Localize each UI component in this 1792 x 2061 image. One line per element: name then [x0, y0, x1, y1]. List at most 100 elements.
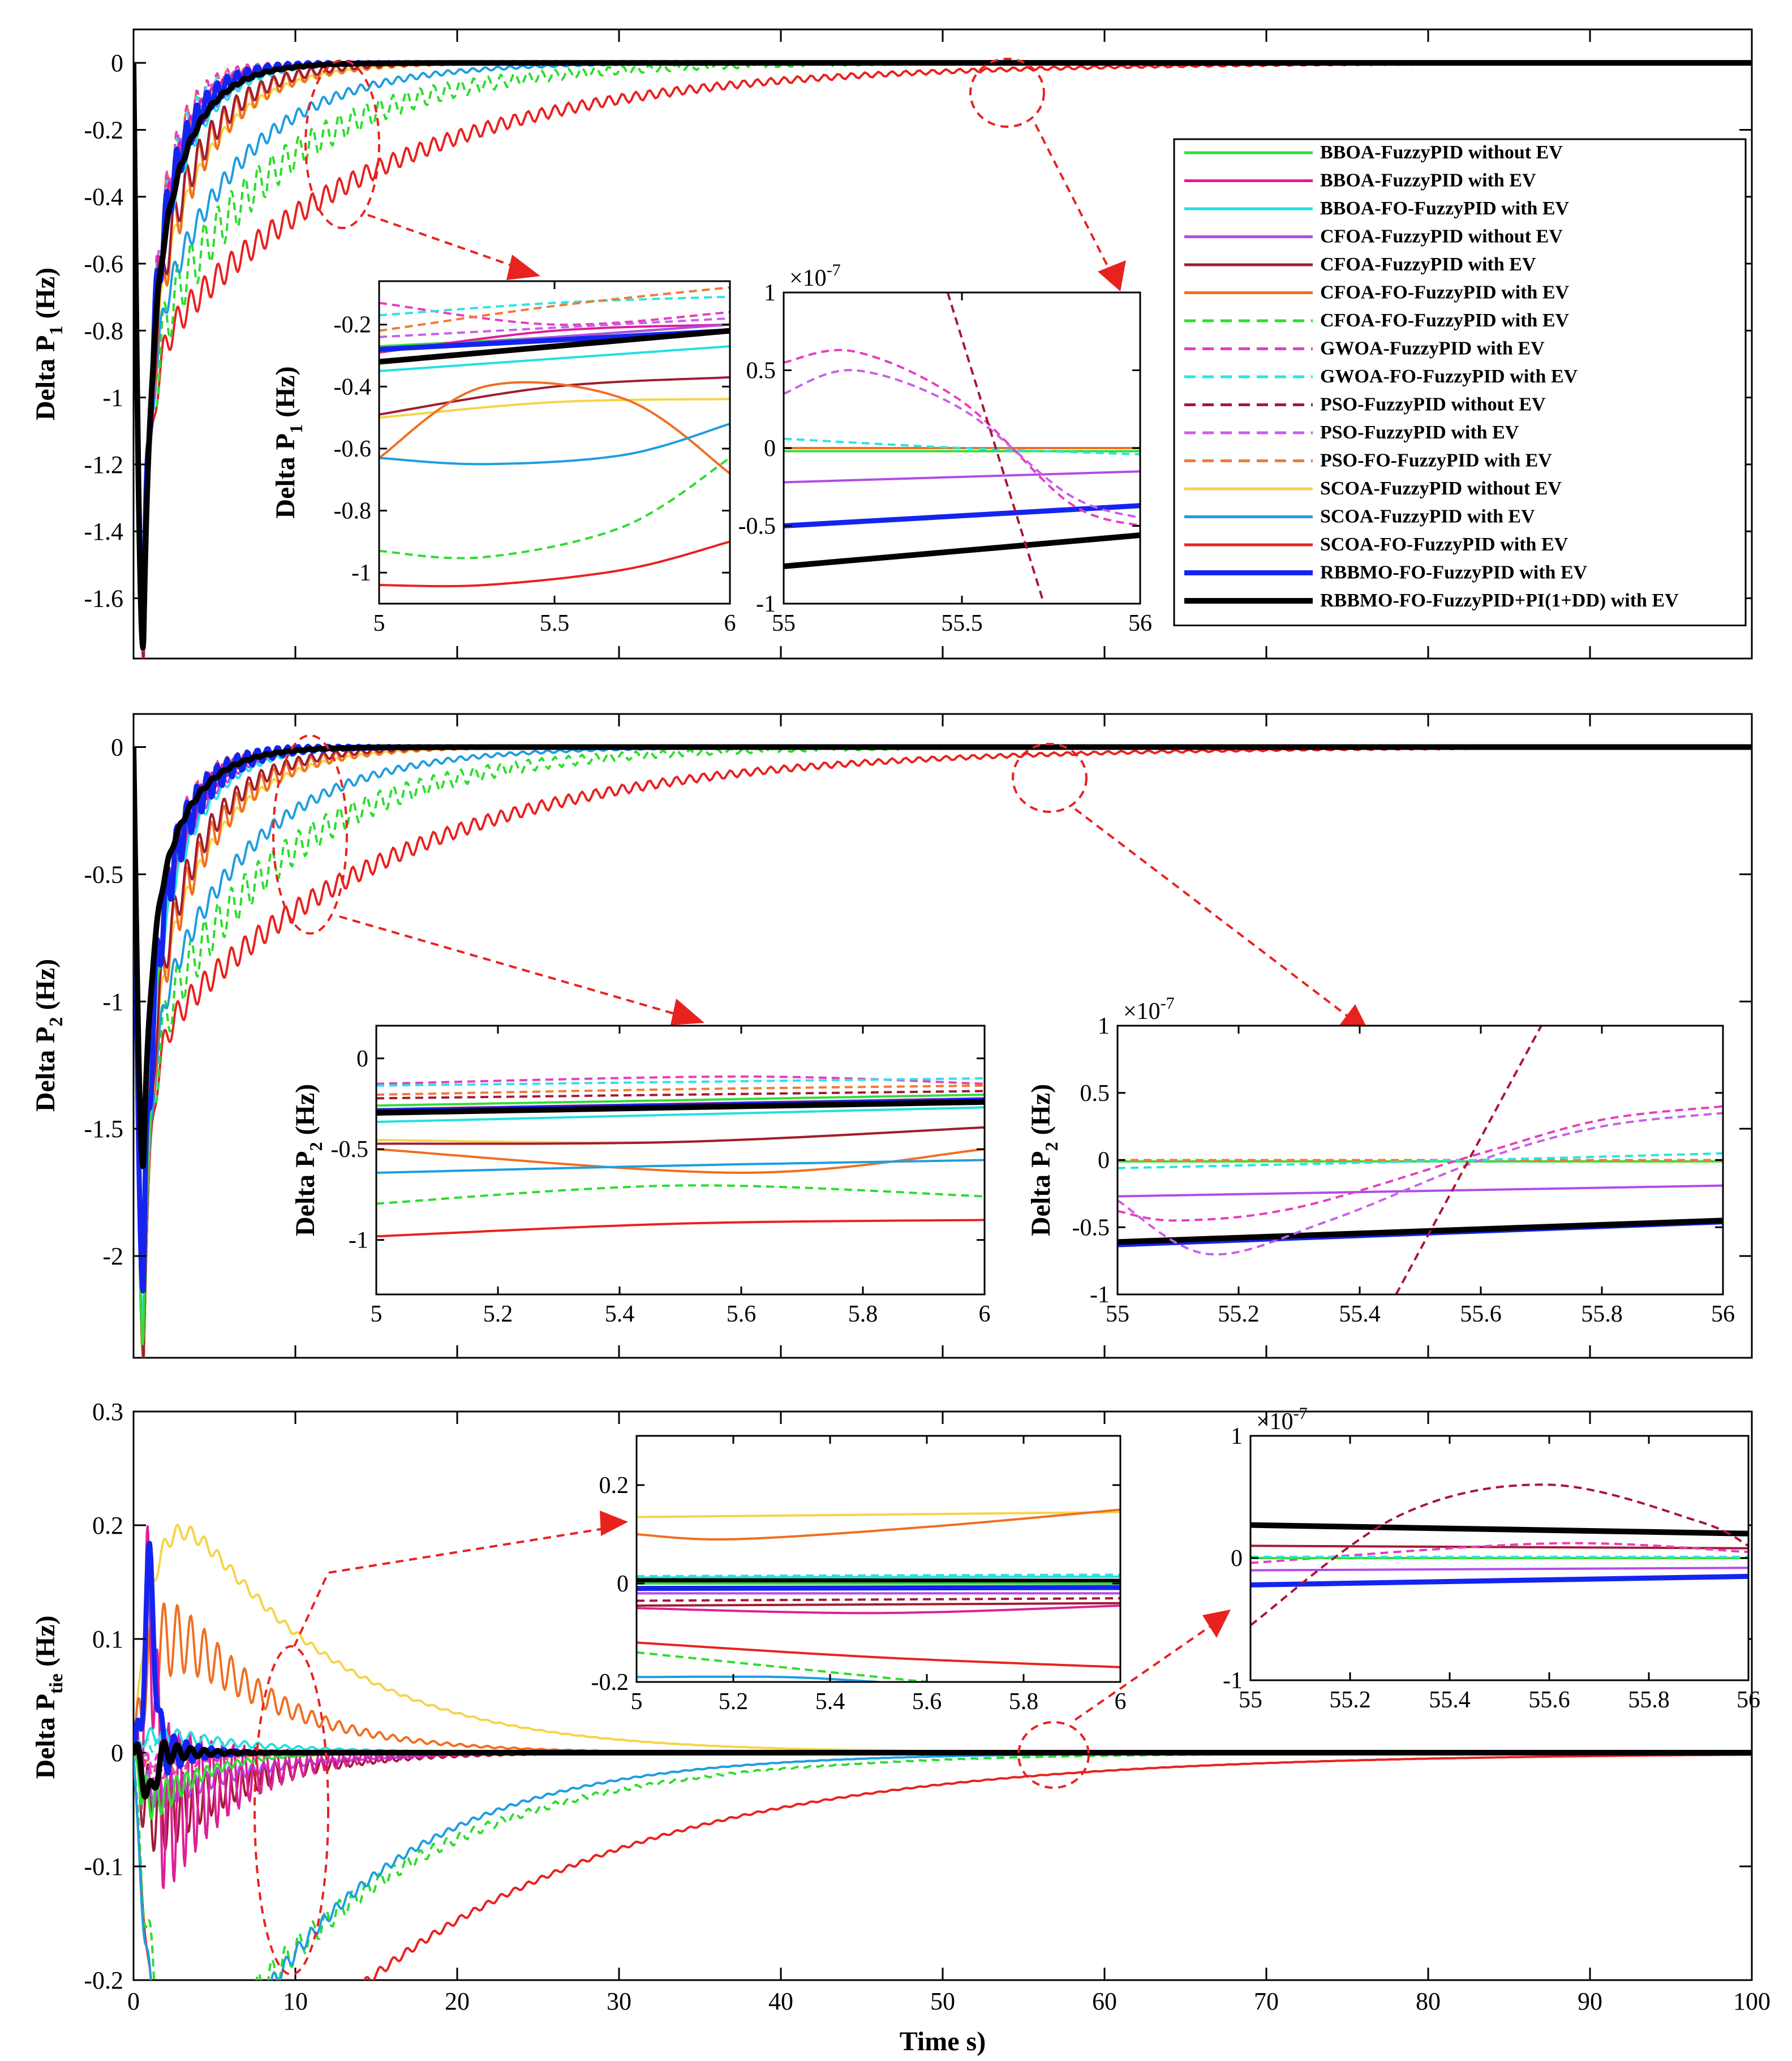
inset-lines [379, 286, 730, 588]
panel1-inset-5-6: 5 5.5 6 -0.2 -0.4 -0.6 -0.8 -1 Delta P1 (Hz) [270, 280, 736, 636]
inset-line-cfoa_pid_ev [376, 1126, 985, 1145]
inset-y-tick-label: -0.5 [331, 1137, 369, 1163]
panel3-y-ticks: 0.3 0.2 0.1 0 -0.1 -0.2 [84, 1398, 1752, 1994]
legend-label-scoa_pid_noev: SCOA-FuzzyPID without EV [1320, 478, 1562, 499]
inset-line-gwoa_fo_ev [379, 295, 730, 317]
x-tick-label: 80 [1416, 1987, 1441, 2015]
inset-x-tick-label: 56 [1711, 1301, 1735, 1327]
inset-line-cfoa_fo_pid_ev [379, 381, 730, 475]
inset-line-cfoa_pid_noev [1118, 1184, 1723, 1198]
x-axis-label: Time s) [900, 2026, 986, 2056]
panel2-y-ticks: 0 -0.5 -1 -1.5 -2 [84, 714, 1753, 1358]
inset-line-cfoa_pid_noev [784, 470, 1140, 484]
x-tick-label: 10 [283, 1987, 308, 2015]
panel1-zoom-ellipse-right [969, 58, 1045, 128]
inset-x-tick-label: 5.8 [1009, 1689, 1039, 1715]
inset-x-tick-label: 56 [1128, 610, 1152, 636]
panel1-arrow-left [367, 214, 530, 273]
inset-line-rbbmo_pi_ev [379, 328, 730, 365]
y-tick-label: -0.8 [84, 317, 123, 345]
inset-line-cfoa_fo_dash_ev [379, 457, 730, 560]
legend-label-cfoa_fo_pid_ev: CFOA-FO-FuzzyPID with EV [1320, 282, 1570, 303]
inset-lines [376, 1075, 985, 1238]
x-tick-label: 50 [930, 1987, 955, 2015]
inset-x-tick-label: 5.8 [848, 1301, 878, 1327]
x-tick-label: 0 [127, 1987, 140, 2015]
inset-line-bboa_pid_noev [376, 1094, 985, 1107]
inset-line-gwoa_pid_ev [784, 348, 1140, 527]
inset-exponent-label: ×10-7 [789, 261, 841, 291]
panel-delta-ptie: 0.30.20.10-0.1-0.2 0 10 20 30 40 50 60 70 80 90 10… [31, 1398, 1770, 2056]
inset-line-cfoa_pid_noev [1250, 1567, 1748, 1572]
inset-line-pso_pid_noev [1395, 1026, 1542, 1294]
legend-label-rbbmo_fo_ev: RBBMO-FO-FuzzyPID with EV [1320, 562, 1588, 583]
inset-line-bboa_fo_ev [637, 1575, 1120, 1579]
panel3-zoom-ellipse-left [253, 1645, 329, 1976]
inset-line-scoa_pid_noev [379, 398, 730, 419]
y-tick-label: -1 [102, 384, 123, 412]
panel3-annotations [253, 1526, 1223, 1976]
inset-x-tick-label: 5 [631, 1689, 643, 1715]
inset-x-tick-label: 55.6 [1528, 1687, 1570, 1713]
inset-background [376, 1026, 985, 1294]
panel2-arrow-right [1074, 808, 1359, 1025]
inset-y-tick-label: -1 [349, 1228, 368, 1254]
y-tick-label: 0.1 [92, 1625, 123, 1653]
y-tick-label: -2 [102, 1242, 123, 1270]
legend-label-pso_fo_ev: PSO-FO-FuzzyPID with EV [1320, 450, 1552, 471]
inset-y-tick-label: 0.5 [746, 358, 776, 384]
inset-y-tick-label: -1 [1090, 1282, 1110, 1308]
inset-y-tick-label: 0 [764, 436, 776, 462]
panel2-annotations [272, 734, 1359, 1025]
inset-x-tick-label: 55 [1106, 1301, 1129, 1327]
inset-line-rbbmo_pi_ev [637, 1578, 1120, 1585]
inset-y-tick-label: -0.2 [591, 1670, 629, 1696]
panel1-y-label: Delta P1 (Hz) [31, 268, 67, 420]
inset-line-pso_pid_noev [946, 292, 1045, 604]
inset-x-tick-label: 5.4 [815, 1689, 845, 1715]
inset-x-tick-label: 5 [371, 1301, 383, 1327]
inset-line-pso_pid_noev [637, 1597, 1120, 1602]
inset-y-label: Delta P1 (Hz) [270, 366, 306, 518]
panel3-inset-5-6: 5 5.2 5.4 5.6 5.8 6 0.2 0 -0.2 [591, 1435, 1127, 1715]
inset-y-tick-label: -0.6 [334, 436, 372, 462]
inset-line-cfoa_pid_ev [637, 1602, 1120, 1607]
inset-line-gwoa_fo_ev [784, 437, 1140, 455]
inset-lines [637, 1508, 1120, 1682]
inset-line-gwoa_pid_ev [379, 302, 730, 326]
legend-label-scoa_fo_ev: SCOA-FO-FuzzyPID with EV [1320, 534, 1568, 555]
y-tick-label: -0.1 [84, 1853, 123, 1881]
panel3-x-ticks: 0 10 20 30 40 50 60 70 80 90 100 [127, 1412, 1770, 2015]
panel3-y-label: Delta Ptie (Hz) [31, 1615, 67, 1779]
y-tick-label: 0 [111, 49, 123, 77]
panel3-arrow-left [293, 1526, 612, 1647]
y-tick-label: -0.4 [84, 183, 123, 211]
inset-y-tick-label: -1 [756, 591, 776, 617]
inset-line-cfoa_fo_dash_ev [376, 1184, 985, 1205]
y-tick-label: -1.6 [84, 585, 123, 613]
x-tick-label: 100 [1733, 1987, 1770, 2015]
panel3-inset-55-56: 55 55.2 55.4 55.6 55.8 56 1 0 -1 ×10-7 [1223, 1404, 1760, 1713]
inset-line-cfoa_fo_dash_ev [637, 1651, 927, 1682]
panel3-arrowhead-left [600, 1511, 628, 1536]
legend-label-bboa_pid_noev: BBOA-FuzzyPID without EV [1320, 142, 1563, 163]
inset-x-tick-label: 56 [1737, 1687, 1760, 1713]
inset-line-cfoa_fo_pid_ev [376, 1148, 985, 1174]
series-line-rbbmo_pi_ev [134, 60, 1752, 651]
panel2-curves [134, 743, 1752, 1358]
legend-label-bboa_pid_ev: BBOA-FuzzyPID with EV [1320, 170, 1536, 191]
inset-frame [635, 1435, 1121, 1683]
x-tick-label: 40 [768, 1987, 793, 2015]
inset-line-gwoa_fo_ev [376, 1077, 985, 1087]
inset-line-rbbmo_pi_ev [1250, 1522, 1748, 1537]
y-tick-label: 0.2 [92, 1512, 123, 1539]
inset-line-pso_pid_noev [376, 1090, 985, 1100]
inset-line-gwoa_fo_ev [1118, 1152, 1723, 1169]
panel2-arrowhead-left [671, 999, 704, 1025]
x-tick-label: 90 [1578, 1987, 1602, 2015]
x-tick-label: 60 [1092, 1987, 1117, 2015]
y-tick-label: 0 [111, 733, 123, 761]
panel1-zoom-ellipse-left [304, 59, 380, 229]
inset-x-tick-label: 55.5 [941, 610, 983, 636]
